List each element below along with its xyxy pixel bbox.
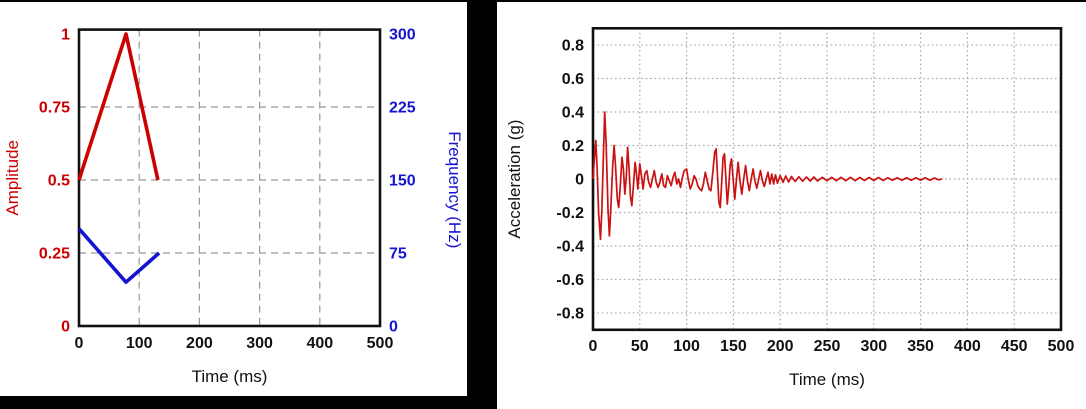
y-tick-label: 0.2 [562, 138, 584, 155]
y-axis-title: Acceleration (g) [505, 120, 524, 239]
x-tick-label: 400 [306, 335, 333, 352]
right-axis-title: Frequency (Hz) [445, 131, 464, 248]
acceleration-chart: 0.8 0.6 0.4 0.2 0 -0.2 -0.4 -0.6 -0.8 0 50 100 150 20… [505, 26, 1075, 389]
x-tick-label: 350 [907, 338, 934, 355]
amplitude-frequency-chart: 0 0.25 0.5 0.75 1 0 75 150 225 300 0 100 200 300 400 50… [3, 26, 464, 386]
y-tick-label-right: 75 [389, 245, 407, 262]
y-tick-label: -0.6 [556, 272, 584, 289]
x-tick-label: 100 [126, 335, 153, 352]
x-tick-label: 200 [186, 335, 213, 352]
y-tick-label-left: 1 [61, 26, 70, 43]
x-tick-label: 500 [367, 335, 394, 352]
y-tick-label: -0.2 [556, 205, 584, 222]
frequency-series-line [77, 227, 161, 285]
right-chart-panel: 0.8 0.6 0.4 0.2 0 -0.2 -0.4 -0.6 -0.8 0 50 100 150 20… [497, 2, 1086, 409]
y-tick-label-left: 0.5 [48, 172, 70, 189]
y-tick-label-right: 300 [389, 26, 416, 43]
y-tick-label: 0.8 [562, 38, 584, 55]
y-tick-label-left: 0.75 [39, 99, 70, 116]
left-axis-title: Amplitude [3, 140, 22, 216]
y-tick-label-right: 150 [389, 172, 416, 189]
y-tick-label: 0.4 [562, 105, 584, 122]
x-tick-label: 0 [75, 335, 84, 352]
y-tick-label-left: 0 [61, 319, 70, 336]
x-tick-label: 250 [814, 338, 841, 355]
y-tick-label: 0.6 [562, 71, 584, 88]
x-tick-label: 500 [1048, 338, 1075, 355]
x-axis-title: Time (ms) [192, 367, 268, 386]
x-tick-label: 0 [589, 338, 598, 355]
x-tick-label: 400 [954, 338, 981, 355]
y-tick-label-right: 225 [389, 99, 416, 116]
y-tick-label-right: 0 [389, 319, 398, 336]
x-tick-label: 100 [673, 338, 700, 355]
x-tick-label: 200 [767, 338, 794, 355]
y-tick-label: 0 [575, 172, 584, 189]
x-tick-label: 300 [246, 335, 273, 352]
acceleration-waveform [592, 111, 943, 241]
x-tick-label: 150 [720, 338, 747, 355]
x-tick-label: 50 [631, 338, 649, 355]
plot-frame [591, 26, 1063, 332]
left-chart-panel: 0 0.25 0.5 0.75 1 0 75 150 225 300 0 100 200 300 400 50… [0, 2, 467, 396]
x-axis-title: Time (ms) [789, 370, 865, 389]
x-tick-label: 450 [1001, 338, 1028, 355]
y-tick-label: -0.8 [556, 305, 584, 322]
amplitude-series-line [77, 32, 160, 181]
top-border-line [0, 0, 1086, 2]
y-tick-label: -0.4 [556, 238, 584, 255]
y-tick-label-left: 0.25 [39, 245, 70, 262]
x-tick-label: 300 [860, 338, 887, 355]
